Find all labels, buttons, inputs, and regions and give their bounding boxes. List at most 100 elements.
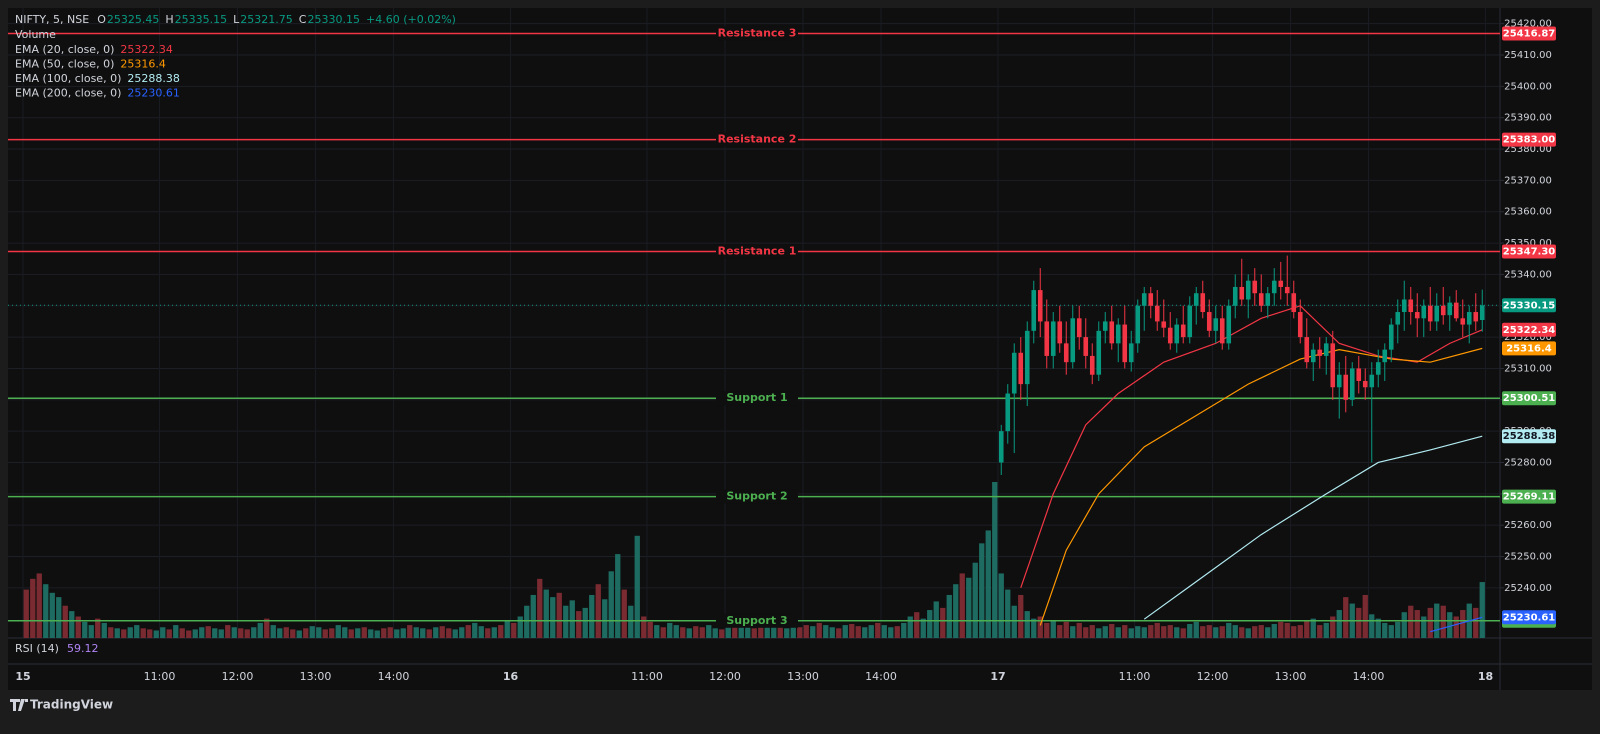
ohlc-label: O [97,13,106,26]
volume-bar [797,627,803,638]
level-label-bg [716,613,798,628]
level-label: Support 3 [726,614,787,627]
volume-bar [36,573,42,638]
volume-bar [114,628,120,638]
ema-legend-value: 25316.4 [120,58,166,71]
volume-bar [849,624,855,638]
level-label: Resistance 3 [718,26,797,39]
candle-body [1109,321,1115,344]
candle-body [1180,324,1186,338]
volume-bar [283,627,289,638]
volume-bar [1213,627,1219,638]
volume-bar [257,622,263,638]
y-tick-label: 25370.00 [1504,175,1552,186]
level-label-bg [716,26,798,41]
level-label: Resistance 2 [718,133,797,146]
candle-body [1388,324,1394,350]
volume-bar [537,578,543,638]
volume-bar [30,578,36,638]
level-label-bg [716,391,798,406]
volume-bar [199,627,205,638]
legend: NIFTY, 5, NSE O 25325.45 H 25335.15 L 25321.75… [15,13,456,655]
volume-bar [914,612,920,638]
volume-bar [446,628,452,638]
volume-bar [1284,622,1290,638]
volume-bar [348,629,354,638]
volume-bar [816,622,822,638]
rsi-value: 59.12 [67,642,99,655]
candle-body [1382,349,1388,363]
volume-bar [1323,622,1329,638]
ema-badge: 25316.4 [1506,343,1552,354]
volume-bar [862,627,868,638]
volume-bar [1200,626,1206,638]
volume-bar [556,592,562,638]
volume-bar [413,627,419,638]
ema-badge-bg [1502,610,1556,625]
level-badge: 25347.30 [1503,247,1556,258]
volume-bar [868,625,874,638]
x-tick-label: 11:00 [1119,670,1151,683]
volume-bar [972,562,978,638]
level-badge: 25300.51 [1503,393,1556,404]
candle-body [1466,312,1472,325]
volume-bar [1245,628,1251,638]
volume-bar [231,627,237,638]
ohlc-label: L [233,13,240,26]
volume-bar [985,530,991,638]
volume-bar [225,625,231,638]
ema-legend-value: 25322.34 [120,43,173,56]
ohlc-label: C [299,13,307,26]
candle-body [1369,374,1375,388]
volume-bar [1362,594,1368,638]
ema-line [1143,435,1483,620]
volume-bar [1395,621,1401,638]
volume-bar [504,620,510,638]
candle-body [1057,321,1063,344]
volume-bar [342,627,348,638]
volume-bar [1421,616,1427,638]
volume-bar [23,589,29,638]
candle-body [1291,293,1297,313]
x-tick-label: 16 [503,670,519,683]
volume-legend: Volume [15,28,56,41]
volume-bar [218,629,224,638]
candle-body [1167,327,1173,344]
volume-bar [205,626,211,638]
ohlc-value: 25330.15 [307,13,360,26]
candle-body [1128,343,1134,363]
y-tick-label: 25350.00 [1504,238,1552,249]
x-tick-label: 18 [1478,670,1493,683]
volume-bar [1005,589,1011,638]
volume-bar [1219,626,1225,638]
volume-bar [108,627,114,638]
volume-bar [582,607,588,638]
ema-legend-name: EMA (100, close, 0) [15,72,121,85]
volume-bar [1408,605,1414,638]
volume-bar [1148,625,1154,638]
volume-bar [1167,625,1173,638]
volume-bar [1297,625,1303,638]
volume-bar [166,629,172,638]
x-tick-label: 13:00 [787,670,819,683]
volume-bar [173,625,179,638]
candle-body [1258,293,1264,306]
level-badge-bg [1502,489,1556,504]
x-tick-label: 14:00 [1353,670,1385,683]
volume-bar [1115,627,1121,638]
candle-body [1232,286,1238,306]
volume-bar [966,577,972,638]
volume-bar [764,627,770,638]
volume-bar [979,543,985,638]
level-label-bg [716,244,798,259]
volume-bar [1479,582,1485,638]
y-tick-label: 25410.00 [1504,50,1552,61]
level-badge-bg [1502,391,1556,406]
volume-bar [1271,624,1277,638]
candle-body [1083,337,1089,356]
candle-body [1278,280,1284,287]
ema-legend-value: 25230.61 [127,87,180,100]
volume-bar [88,625,94,638]
y-tick-label: 25390.00 [1504,113,1552,124]
candle-body [1050,321,1056,356]
